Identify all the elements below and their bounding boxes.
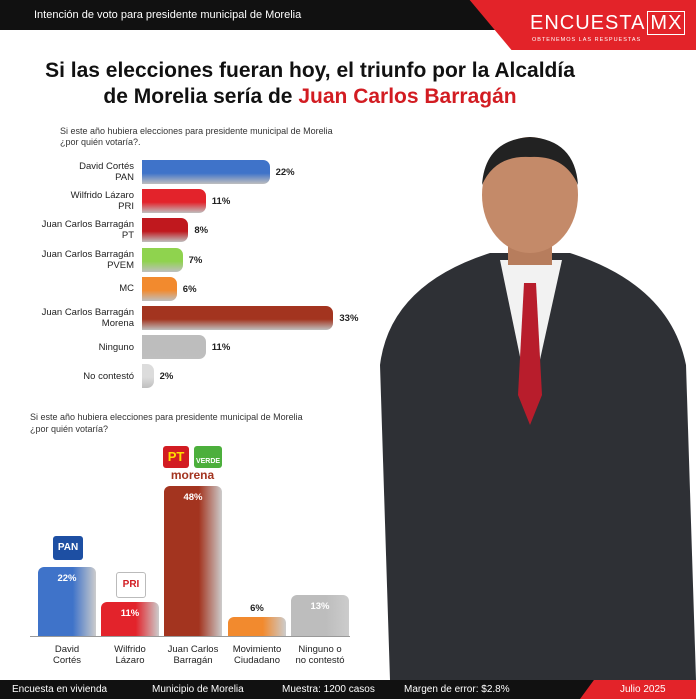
bar [142, 335, 206, 360]
bar [142, 218, 189, 243]
category-label: Movimiento Ciudadano [232, 644, 282, 666]
category-label: MC [119, 283, 134, 295]
logo-pan: PAN [53, 536, 83, 560]
category-label: Juan Carlos Barragán [167, 644, 219, 666]
value-label: 48% [183, 492, 203, 503]
value-label: 22% [57, 573, 77, 585]
header-subtitle: Intención de voto para presidente munici… [34, 9, 302, 21]
chart-title: Si este año hubiera elecciones para pres… [60, 126, 333, 147]
category-label: Wilfrido Lázaro [114, 644, 146, 666]
value-label: 13% [310, 601, 330, 613]
bar [142, 306, 334, 330]
category-label: Juan Carlos Barragán PVEM [41, 248, 134, 271]
category-label: Ninguno [98, 341, 134, 353]
baseline [30, 636, 350, 637]
footer-accent [580, 680, 696, 699]
value-label: 2% [159, 371, 174, 383]
value-label: 6% [250, 603, 264, 615]
value-label: 22% [275, 167, 295, 178]
footer-item: Margen de error: $2.8% [404, 684, 510, 695]
footer-item: Julio 2025 [620, 684, 666, 695]
category-label: Ninguno o no contestó [295, 644, 345, 666]
bar [38, 567, 96, 636]
bar [142, 160, 270, 184]
footer-bar [0, 680, 696, 699]
headline-highlight: Juan Carlos Barragán [298, 85, 517, 108]
value-label: 8% [194, 225, 209, 237]
value-label: 11% [211, 196, 231, 208]
footer-item: Municipio de Morelia [152, 684, 244, 695]
bar [101, 601, 159, 636]
category-label: Juan Carlos Barragán Morena [41, 307, 134, 329]
bar [142, 364, 154, 389]
brand-name: ENCUESTA [530, 12, 646, 34]
category-label: Juan Carlos Barragán PT [41, 219, 134, 242]
category-label: David Cortés PAN [79, 161, 134, 183]
logo-pri: PRI [116, 572, 146, 598]
brand-panel [469, 0, 696, 50]
headline-text: Si las elecciones fueran hoy, el triunfo… [45, 59, 575, 108]
value-label: 7% [188, 254, 203, 266]
footer-item: Encuesta en vivienda [12, 684, 108, 695]
bar [142, 189, 206, 214]
value-label: 6% [182, 283, 197, 295]
chart-title: Si este año hubiera elecciones para pres… [30, 412, 303, 434]
footer-item: Muestra: 1200 casos [282, 684, 375, 695]
logo-verde: VERDE [194, 446, 222, 468]
portrait [380, 137, 696, 680]
bar [142, 276, 177, 301]
category-label: David Cortés [53, 644, 81, 666]
tagline: OBTENEMOS LAS RESPUESTAS [532, 37, 642, 43]
bar [142, 247, 183, 272]
brand: ENCUESTA MX [530, 11, 686, 35]
bar [291, 595, 349, 636]
brand-box: MX [647, 11, 686, 35]
category-label: Wilfrido Lázaro PRI [70, 190, 134, 213]
category-label: No contestó [83, 370, 134, 382]
bar [228, 617, 286, 636]
bar [164, 486, 222, 636]
value-label: 11% [120, 607, 140, 619]
headline: Si las elecciones fueran hoy, el triunfo… [40, 58, 580, 110]
value-label: 11% [211, 342, 231, 354]
logo-pt: PT [163, 446, 189, 468]
logo-morena: morena [163, 469, 222, 482]
value-label: 33% [339, 313, 359, 324]
